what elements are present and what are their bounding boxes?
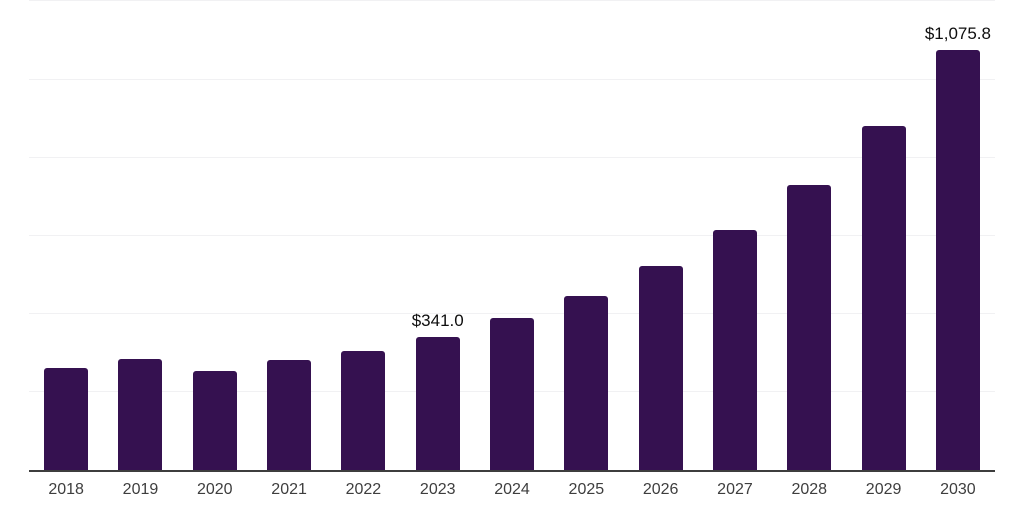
x-tick-2024: 2024 xyxy=(494,481,530,498)
bar-2022 xyxy=(341,350,386,470)
x-tick-2030: 2030 xyxy=(940,481,976,498)
bar-2020 xyxy=(192,370,237,470)
bar-column-2029 xyxy=(846,0,920,470)
x-axis-line xyxy=(29,470,995,472)
bar-column-2026 xyxy=(624,0,698,470)
bar-2023 xyxy=(415,336,460,470)
bar-column-2024 xyxy=(475,0,549,470)
x-tick-2023: 2023 xyxy=(419,481,456,498)
bar-2018 xyxy=(44,368,89,470)
bar-column-2020 xyxy=(178,0,252,470)
gridline-800 xyxy=(29,156,995,158)
bar-column-2018 xyxy=(29,0,103,470)
gridline-1200 xyxy=(29,0,995,2)
bar-2029 xyxy=(861,126,906,470)
x-tick-2018: 2018 xyxy=(48,481,84,498)
x-tick-2025: 2025 xyxy=(568,481,605,498)
plot-area: $341.0 $1,075.8 xyxy=(29,0,995,472)
x-tick-2028: 2028 xyxy=(791,481,828,498)
bar-2030 xyxy=(935,49,980,470)
bar-column-2021 xyxy=(252,0,326,470)
bar-2025 xyxy=(564,295,609,470)
bar-2024 xyxy=(490,318,535,470)
bar-2019 xyxy=(118,359,163,470)
gridline-1000 xyxy=(29,78,995,80)
bar-value-label-2023: $341.0 xyxy=(411,310,464,330)
bar-column-2022 xyxy=(326,0,400,470)
x-tick-2020: 2020 xyxy=(196,481,233,498)
x-axis-tick-labels: 2018 2019 2020 2021 2022 2023 2024 2025 2026 2027… xyxy=(29,480,995,499)
bars-row: $341.0 $1,075.8 xyxy=(29,0,995,470)
x-tick-2021: 2021 xyxy=(271,481,307,498)
x-tick-2027: 2027 xyxy=(717,481,753,498)
bar-column-2019 xyxy=(103,0,177,470)
x-tick-2019: 2019 xyxy=(122,481,159,498)
bar-column-2023: $341.0 xyxy=(401,0,475,470)
bar-column-2025 xyxy=(549,0,623,470)
bar-2028 xyxy=(787,184,832,470)
bar-column-2028 xyxy=(772,0,846,470)
x-tick-2022: 2022 xyxy=(345,481,382,498)
bar-2021 xyxy=(267,359,312,470)
bar-column-2027 xyxy=(698,0,772,470)
gridline-600 xyxy=(29,234,995,236)
bar-2027 xyxy=(712,229,757,470)
gridline-400 xyxy=(29,312,995,314)
x-tick-2026: 2026 xyxy=(642,481,679,498)
bar-value-label-2030: $1,075.8 xyxy=(924,23,991,43)
x-tick-2029: 2029 xyxy=(865,481,902,498)
bar-2026 xyxy=(638,266,683,470)
bar-column-2030: $1,075.8 xyxy=(921,0,995,470)
